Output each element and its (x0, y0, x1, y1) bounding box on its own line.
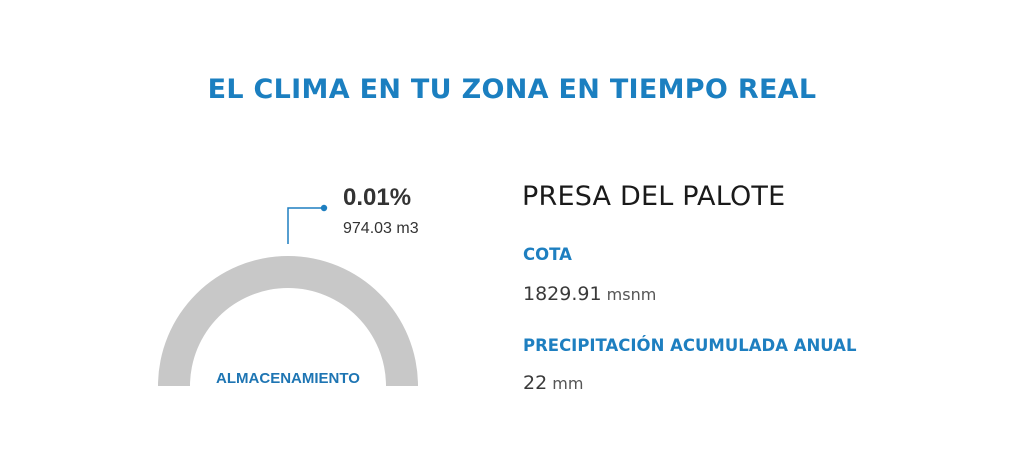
precipitacion-value: 22 mm (523, 372, 583, 394)
precipitacion-unit: mm (552, 374, 584, 393)
cota-value: 1829.91 msnm (523, 283, 656, 305)
storage-gauge-arc (158, 256, 418, 386)
leader-dot (320, 204, 328, 212)
cota-unit: msnm (606, 285, 657, 304)
precipitacion-label: PRECIPITACIÓN ACUMULADA ANUAL (523, 336, 857, 355)
gauge-leader-line (287, 204, 328, 244)
cota-number: 1829.91 (523, 283, 602, 305)
page-title: EL CLIMA EN TU ZONA EN TIEMPO REAL (207, 74, 817, 105)
cota-label: COTA (523, 245, 572, 264)
storage-percent: 0.01% (343, 184, 412, 211)
precipitacion-number: 22 (523, 372, 548, 394)
dam-name: PRESA DEL PALOTE (522, 181, 786, 212)
gauge-track (158, 256, 418, 386)
gauge-label: ALMACENAMIENTO (216, 370, 360, 387)
storage-gauge: ALMACENAMIENTO (158, 256, 418, 388)
storage-volume: 974.03 m3 (343, 220, 419, 237)
